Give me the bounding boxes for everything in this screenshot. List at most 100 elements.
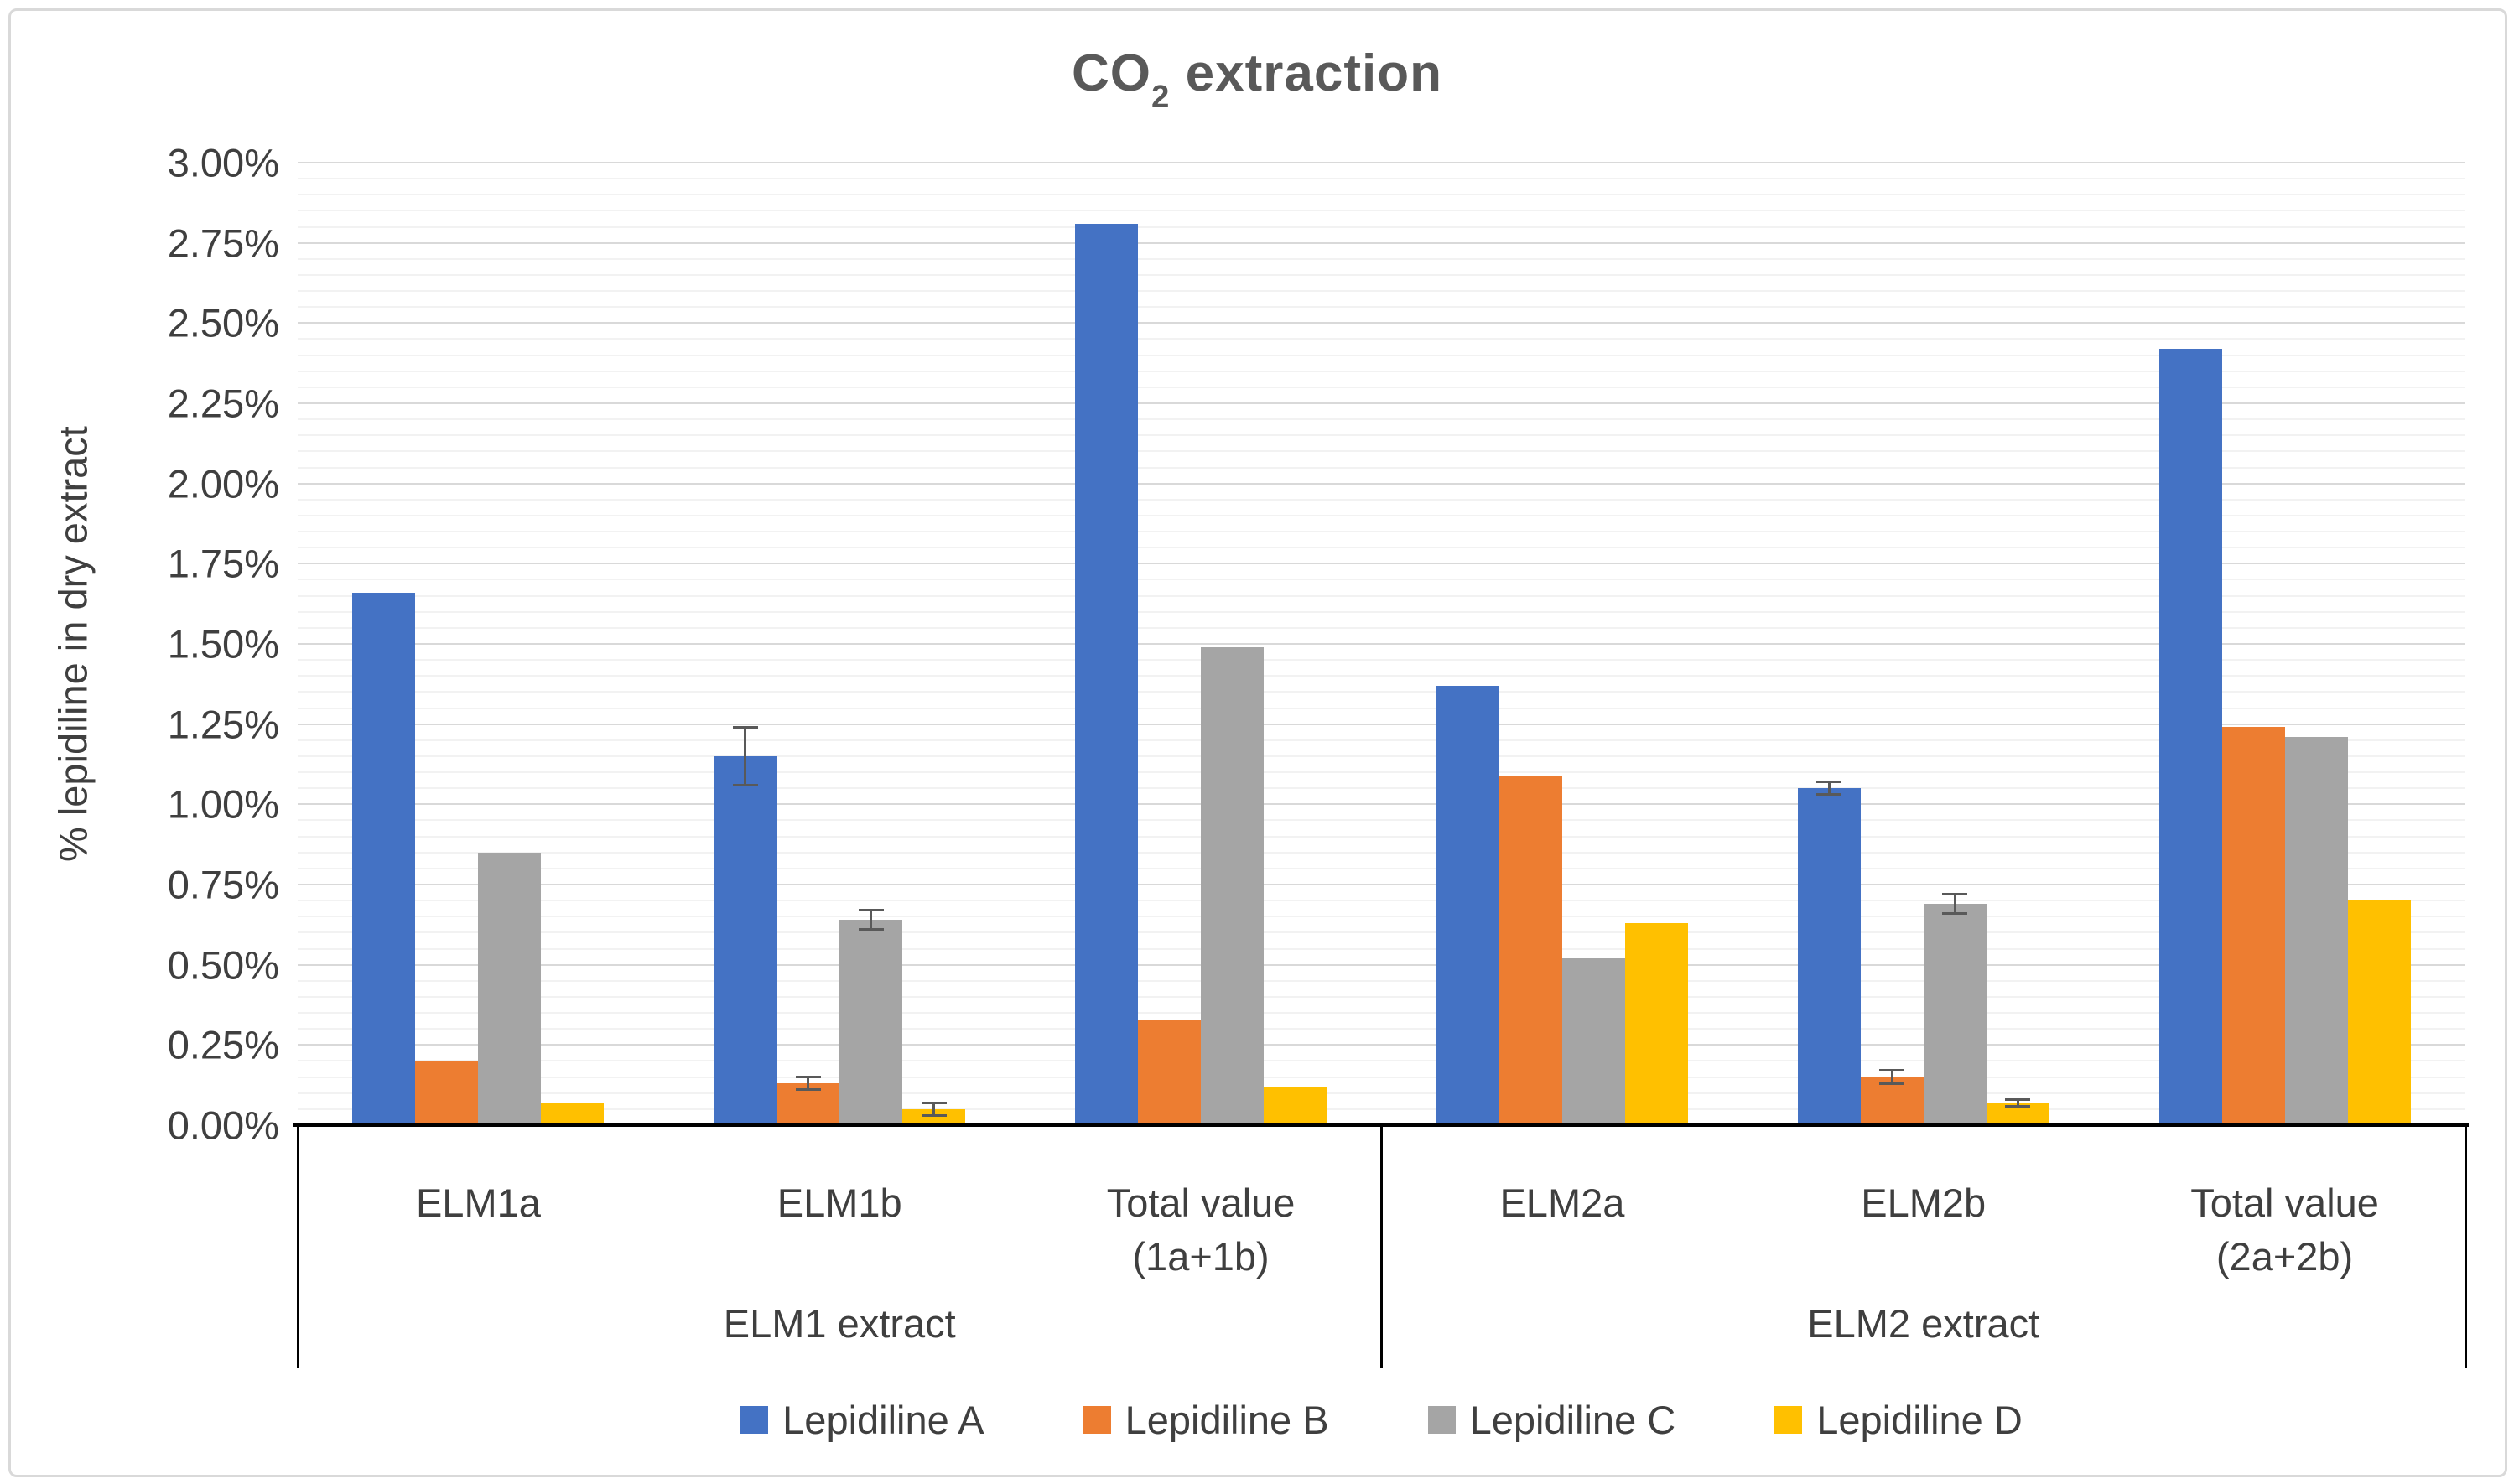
gridline-minor (298, 851, 2465, 854)
category-group-separator (1380, 1125, 1383, 1368)
bar-lepidiline-a (1436, 685, 1499, 1125)
bar-lepidiline-b (1138, 1019, 1202, 1125)
y-axis-tick-label: 0.75% (167, 862, 279, 907)
bar-lepidiline-b (1860, 1077, 1924, 1125)
chart-title: CO2 extraction (0, 44, 2514, 115)
category-label: ELM1b (659, 1176, 1021, 1230)
bar-lepidiline-c (478, 852, 542, 1125)
error-bar (1890, 1070, 1893, 1084)
error-bar-cap (1816, 781, 1842, 784)
category-label-line: (1a+1b) (1132, 1234, 1270, 1279)
gridline-major (298, 162, 2465, 163)
gridline-minor (298, 1028, 2465, 1030)
bar-lepidiline-a (2158, 348, 2222, 1125)
error-bar (744, 727, 747, 786)
gridline-minor (298, 947, 2465, 950)
error-bar-cap (858, 928, 884, 931)
error-bar-cap (1879, 1082, 1905, 1085)
gridline-major (298, 803, 2465, 806)
legend-label: Lepidiline C (1469, 1398, 1676, 1442)
gridline-minor (298, 1012, 2465, 1014)
plot-area (298, 162, 2465, 1125)
error-bar (870, 910, 873, 930)
error-bar-cap (732, 783, 758, 786)
error-bar-cap (1879, 1069, 1905, 1072)
bar-lepidiline-b (2221, 727, 2285, 1125)
category-label-line: ELM2a (1499, 1180, 1625, 1225)
gridline-minor (298, 835, 2465, 838)
chart-title-main: CO (1072, 44, 1152, 102)
gridline-minor (298, 995, 2465, 998)
error-bar-cap (795, 1076, 821, 1079)
y-axis-tick-label: 2.75% (167, 221, 279, 266)
bar-lepidiline-a (1797, 788, 1861, 1125)
gridline-minor (298, 434, 2465, 437)
category-label-line: (2a+2b) (2215, 1234, 2354, 1279)
gridline-major (298, 884, 2465, 885)
bar-lepidiline-d (541, 1103, 605, 1125)
legend-swatch (1427, 1406, 1456, 1434)
error-bar (1953, 894, 1956, 914)
gridline-minor (298, 1092, 2465, 1094)
gridline-minor (298, 226, 2465, 228)
legend-label: Lepidiline B (1125, 1398, 1329, 1442)
gridline-minor (298, 867, 2465, 869)
category-label: ELM2b (1743, 1176, 2104, 1230)
gridline-minor (298, 1108, 2465, 1110)
bar-lepidiline-c (1923, 903, 1987, 1125)
category-label: ELM1a (298, 1176, 659, 1230)
bar-lepidiline-a (714, 755, 777, 1125)
error-bar-cap (795, 1088, 821, 1092)
gridline-minor (298, 916, 2465, 918)
gridline-minor (298, 386, 2465, 388)
gridline-major (298, 963, 2465, 966)
bar-lepidiline-c (1201, 646, 1265, 1125)
category-label-line: ELM1a (415, 1180, 541, 1225)
group-label: ELM2 extract (1807, 1301, 2040, 1346)
gridline-minor (298, 290, 2465, 293)
category-label-line: ELM2b (1861, 1180, 1987, 1225)
gridline-major (298, 482, 2465, 485)
gridline-minor (298, 579, 2465, 581)
gridline-major (298, 402, 2465, 404)
legend-item: Lepidiline C (1427, 1397, 1676, 1443)
gridline-minor (298, 194, 2465, 196)
bar-lepidiline-d (2347, 900, 2411, 1125)
y-axis-tick-label: 1.50% (167, 621, 279, 667)
gridline-minor (298, 273, 2465, 276)
gridline-minor (298, 498, 2465, 501)
gridline-minor (298, 370, 2465, 372)
y-axis-tick-label: 1.75% (167, 541, 279, 586)
legend-item: Lepidiline A (740, 1397, 984, 1443)
gridline-major (298, 643, 2465, 645)
error-bar-cap (1942, 911, 1968, 915)
bar-lepidiline-d (902, 1108, 966, 1125)
gridline-minor (298, 210, 2465, 212)
bar-lepidiline-a (1075, 223, 1139, 1125)
gridline-minor (298, 178, 2465, 180)
gridline-minor (298, 466, 2465, 469)
gridline-minor (298, 979, 2465, 982)
gridline-minor (298, 1060, 2465, 1062)
y-axis-tick-label: 1.00% (167, 781, 279, 827)
gridline-minor (298, 626, 2465, 629)
gridline-minor (298, 771, 2465, 774)
gridline-minor (298, 450, 2465, 453)
error-bar-cap (1816, 793, 1842, 796)
y-axis-tick-label: 0.00% (167, 1103, 279, 1148)
gridline-minor (298, 338, 2465, 340)
bar-lepidiline-c (1561, 958, 1625, 1125)
legend-label: Lepidiline A (782, 1398, 984, 1442)
bar-lepidiline-d (1624, 922, 1688, 1125)
legend-item: Lepidiline D (1774, 1397, 2023, 1443)
gridline-minor (298, 755, 2465, 757)
error-bar (932, 1103, 936, 1116)
bar-lepidiline-b (415, 1061, 479, 1125)
gridline-minor (298, 514, 2465, 516)
gridline-major (298, 322, 2465, 324)
gridline-major (298, 723, 2465, 725)
legend-swatch (1083, 1406, 1111, 1434)
category-label: ELM2a (1382, 1176, 1743, 1230)
gridline-minor (298, 547, 2465, 549)
legend-swatch (1774, 1406, 1803, 1434)
